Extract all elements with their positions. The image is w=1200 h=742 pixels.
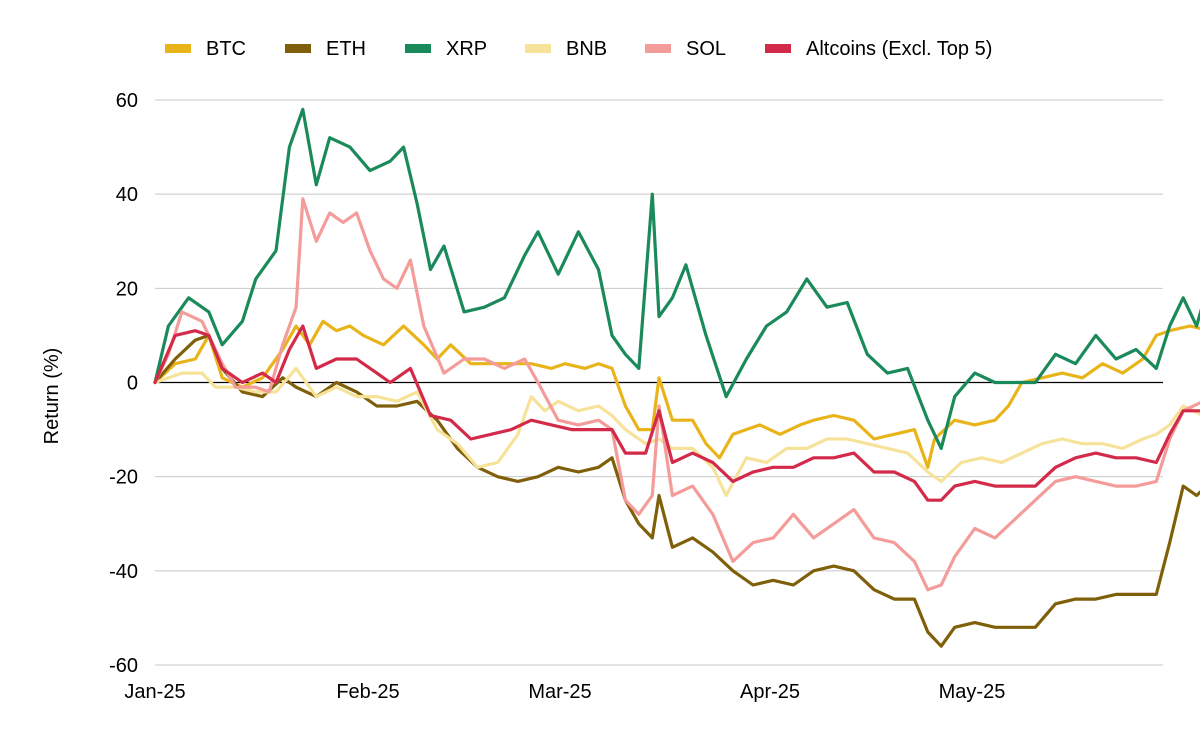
y-tick-label: 60 — [116, 90, 138, 112]
legend-label: ETH — [326, 38, 366, 60]
y-tick-label: 0 — [127, 373, 138, 395]
legend-label: SOL — [686, 38, 726, 60]
y-tick-label: -20 — [109, 467, 138, 489]
series-line-btc — [153, 319, 1200, 469]
legend-label: Altcoins (Excl. Top 5) — [806, 38, 992, 60]
x-tick-label: Apr-25 — [740, 681, 800, 703]
series-group — [153, 107, 1200, 648]
legend-swatch — [525, 44, 551, 53]
series-line-bnb — [153, 366, 1200, 498]
legend-item: SOL — [645, 38, 726, 60]
legend-item: Altcoins (Excl. Top 5) — [765, 38, 992, 60]
legend-label: BNB — [566, 38, 607, 60]
y-axis: 60 40 20 0 -20 -40 -60 — [109, 90, 138, 677]
legend-label: XRP — [446, 38, 487, 60]
x-tick-label: May-25 — [939, 681, 1006, 703]
legend-item: BTC — [165, 38, 246, 60]
legend-swatch — [405, 44, 431, 53]
legend-swatch — [285, 44, 311, 53]
y-axis-title: Return (%) — [41, 348, 63, 445]
x-axis: Jan-25 Feb-25 Mar-25 Apr-25 May-25 — [124, 681, 1005, 703]
series-line-eth — [153, 333, 1200, 648]
legend-label: BTC — [206, 38, 246, 60]
y-tick-label: -40 — [109, 561, 138, 583]
legend-item: BNB — [525, 38, 607, 60]
x-tick-label: Mar-25 — [528, 681, 591, 703]
y-tick-label: -60 — [109, 655, 138, 677]
series-line-xrp — [153, 107, 1200, 450]
legend-swatch — [165, 44, 191, 53]
y-tick-label: 20 — [116, 278, 138, 300]
legend: BTC ETH XRP BNB SOL Altcoins (Excl. Top 5) — [165, 38, 992, 60]
x-tick-label: Jan-25 — [124, 681, 185, 703]
legend-item: XRP — [405, 38, 487, 60]
y-tick-label: 40 — [116, 184, 138, 206]
series-line-sol — [153, 197, 1200, 592]
legend-swatch — [765, 44, 791, 53]
x-tick-label: Feb-25 — [336, 681, 399, 703]
legend-swatch — [645, 44, 671, 53]
legend-item: ETH — [285, 38, 366, 60]
series-line-altcoins-excl-top-5 — [153, 324, 1200, 502]
